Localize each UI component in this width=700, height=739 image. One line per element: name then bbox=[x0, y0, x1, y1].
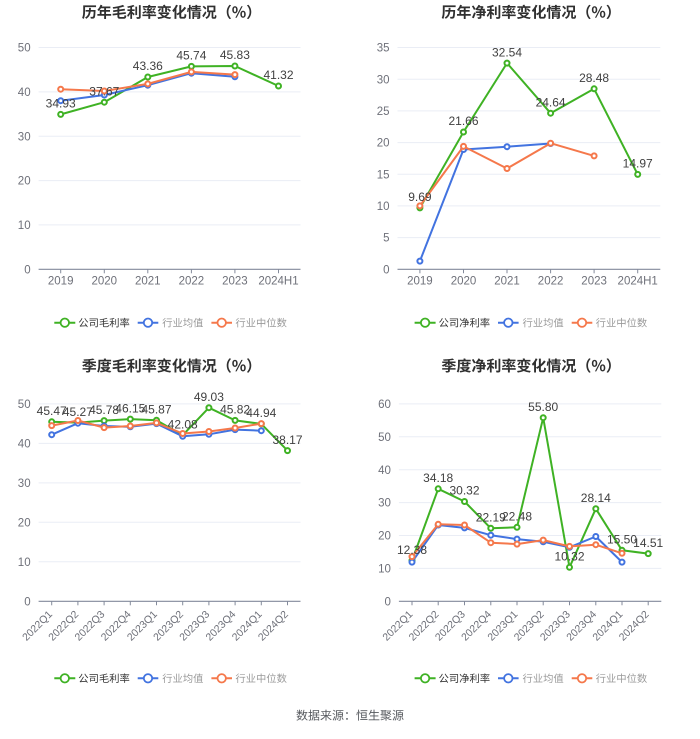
svg-text:12.38: 12.38 bbox=[397, 543, 427, 557]
svg-text:34.18: 34.18 bbox=[423, 471, 453, 485]
svg-text:42.08: 42.08 bbox=[168, 417, 198, 431]
svg-text:46.15: 46.15 bbox=[115, 401, 145, 415]
svg-text:22.48: 22.48 bbox=[502, 510, 532, 524]
svg-text:2024H1: 2024H1 bbox=[618, 275, 658, 287]
svg-text:55.80: 55.80 bbox=[528, 400, 558, 414]
svg-text:50: 50 bbox=[378, 432, 391, 444]
svg-text:30: 30 bbox=[378, 498, 391, 510]
svg-text:44.94: 44.94 bbox=[246, 406, 276, 420]
svg-text:40: 40 bbox=[18, 439, 31, 451]
svg-text:2020: 2020 bbox=[451, 275, 477, 287]
svg-text:2021: 2021 bbox=[494, 275, 520, 287]
svg-text:49.03: 49.03 bbox=[194, 390, 224, 404]
svg-text:2019: 2019 bbox=[48, 275, 74, 287]
svg-text:2019: 2019 bbox=[407, 275, 433, 287]
svg-text:41.32: 41.32 bbox=[263, 68, 293, 82]
svg-text:60: 60 bbox=[378, 399, 391, 411]
svg-text:30: 30 bbox=[18, 478, 31, 490]
svg-text:10: 10 bbox=[18, 557, 31, 569]
svg-text:15: 15 bbox=[377, 169, 390, 181]
svg-text:45.78: 45.78 bbox=[89, 403, 119, 417]
svg-text:37.67: 37.67 bbox=[89, 84, 119, 98]
svg-text:20: 20 bbox=[18, 176, 31, 188]
svg-text:40: 40 bbox=[378, 465, 391, 477]
svg-text:45.47: 45.47 bbox=[37, 404, 67, 418]
svg-text:20: 20 bbox=[378, 531, 391, 543]
svg-text:2023: 2023 bbox=[581, 275, 607, 287]
svg-text:22.19: 22.19 bbox=[476, 511, 506, 525]
svg-text:28.48: 28.48 bbox=[579, 71, 609, 85]
svg-text:0: 0 bbox=[383, 264, 389, 276]
svg-text:10: 10 bbox=[18, 220, 31, 232]
svg-text:20: 20 bbox=[18, 517, 31, 529]
svg-text:50: 50 bbox=[18, 43, 31, 55]
svg-text:2021: 2021 bbox=[135, 275, 161, 287]
svg-text:2022: 2022 bbox=[538, 275, 564, 287]
svg-text:0: 0 bbox=[24, 596, 30, 608]
svg-text:5: 5 bbox=[383, 233, 389, 245]
svg-text:30: 30 bbox=[377, 74, 390, 86]
svg-text:34.93: 34.93 bbox=[46, 97, 76, 111]
svg-text:30.32: 30.32 bbox=[449, 484, 479, 498]
svg-text:45.74: 45.74 bbox=[176, 49, 206, 63]
svg-text:45.27: 45.27 bbox=[63, 405, 93, 419]
svg-text:45.87: 45.87 bbox=[141, 402, 171, 416]
svg-text:30: 30 bbox=[18, 131, 31, 143]
svg-text:21.66: 21.66 bbox=[448, 114, 478, 128]
svg-text:2020: 2020 bbox=[92, 275, 118, 287]
svg-text:14.51: 14.51 bbox=[633, 536, 663, 550]
svg-text:10: 10 bbox=[378, 564, 391, 576]
svg-text:0: 0 bbox=[24, 264, 30, 276]
svg-text:38.17: 38.17 bbox=[272, 433, 302, 447]
svg-text:14.97: 14.97 bbox=[623, 157, 653, 171]
svg-text:0: 0 bbox=[384, 596, 390, 608]
svg-text:40: 40 bbox=[18, 87, 31, 99]
svg-text:32.54: 32.54 bbox=[492, 45, 522, 59]
svg-text:20: 20 bbox=[377, 138, 390, 150]
svg-text:25: 25 bbox=[377, 106, 390, 118]
svg-text:15.50: 15.50 bbox=[607, 533, 637, 547]
svg-text:2024H1: 2024H1 bbox=[258, 275, 298, 287]
svg-text:43.36: 43.36 bbox=[133, 59, 163, 73]
svg-text:2022: 2022 bbox=[179, 275, 205, 287]
svg-text:2023: 2023 bbox=[222, 275, 248, 287]
svg-text:50: 50 bbox=[18, 399, 31, 411]
svg-text:24.64: 24.64 bbox=[536, 95, 566, 109]
svg-text:45.82: 45.82 bbox=[220, 403, 250, 417]
svg-text:9.69: 9.69 bbox=[408, 190, 432, 204]
svg-text:10: 10 bbox=[377, 201, 390, 213]
svg-text:45.83: 45.83 bbox=[220, 48, 250, 62]
svg-text:10.32: 10.32 bbox=[554, 550, 584, 564]
svg-text:35: 35 bbox=[377, 43, 390, 55]
svg-text:28.14: 28.14 bbox=[581, 491, 611, 505]
